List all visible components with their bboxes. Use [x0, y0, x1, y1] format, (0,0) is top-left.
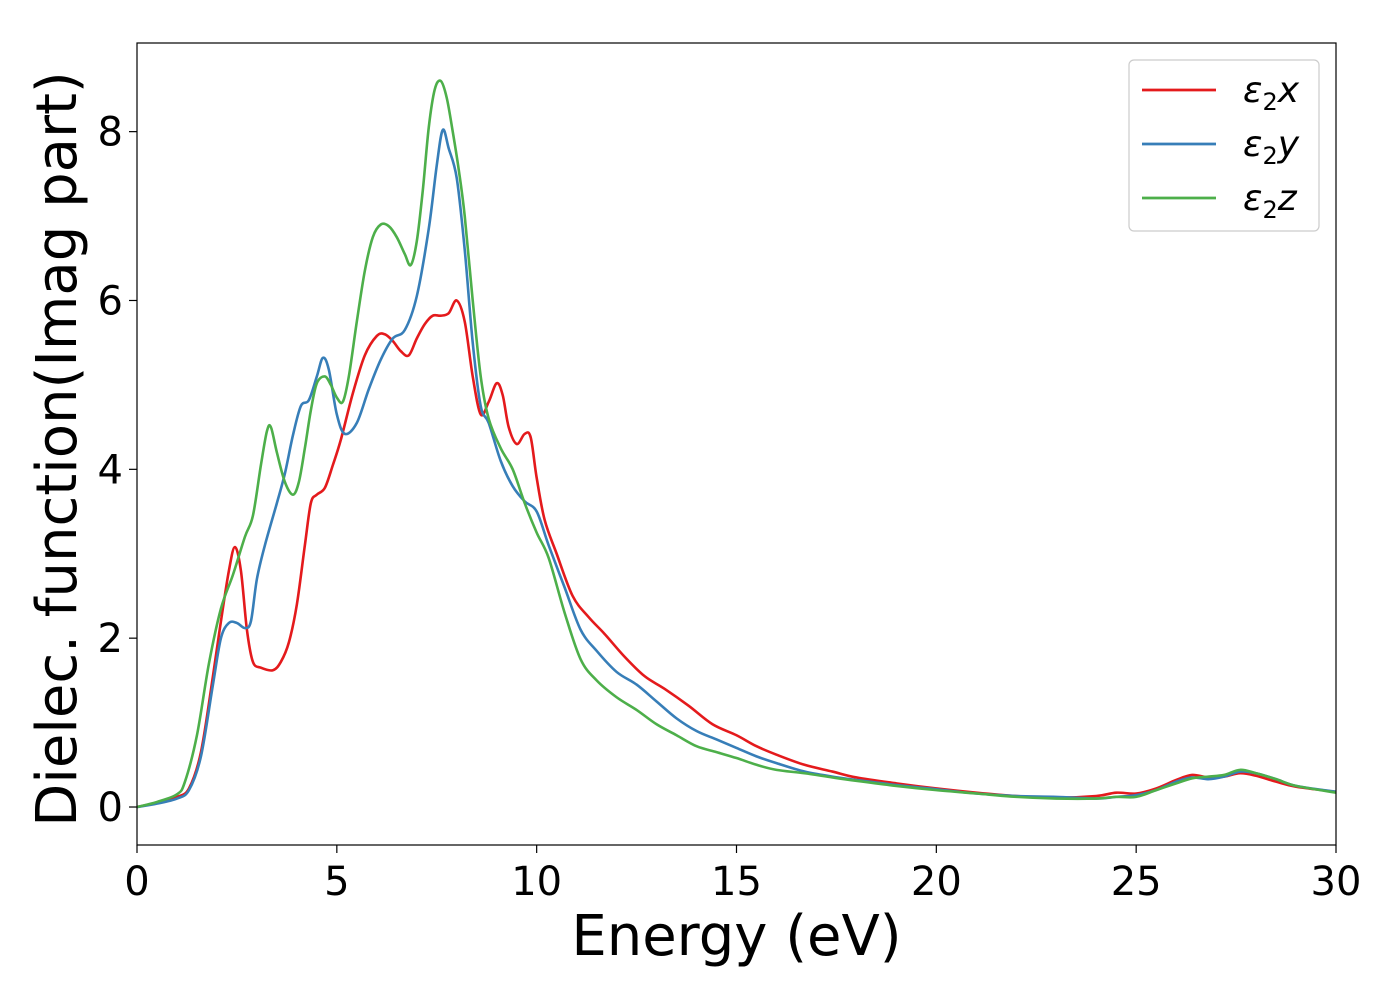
legend-subscript: 2: [1262, 142, 1277, 170]
legend-label-z: ε2z: [1243, 178, 1298, 224]
y-tick-label: 8: [98, 110, 123, 156]
y-tick-label: 0: [98, 785, 123, 831]
x-axis-title: Energy (eV): [571, 904, 901, 969]
x-tick-label: 25: [1111, 859, 1162, 905]
series-line-z: [137, 79, 1336, 809]
legend-symbol: ε: [1243, 70, 1262, 111]
legend-axis-letter: x: [1277, 70, 1300, 111]
ticks-layer: 0 5 10 15 20 25 30 0 2 4 6 8: [98, 110, 1362, 905]
legend-symbol: ε: [1243, 124, 1262, 165]
legend-subscript: 2: [1262, 88, 1277, 116]
legend-symbol: ε: [1243, 178, 1262, 219]
series-layer: [137, 79, 1336, 809]
legend-label-x: ε2x: [1243, 70, 1300, 116]
legend-subscript: 2: [1262, 196, 1277, 224]
legend-box: [1128, 59, 1320, 232]
y-axis-title: Dielec. function(Imag part): [25, 71, 90, 827]
x-tick-label: 10: [511, 859, 562, 905]
y-tick-label: 2: [98, 616, 123, 662]
y-tick-label: 6: [98, 278, 123, 324]
x-tick-label: 20: [911, 859, 962, 905]
x-tick-label: 0: [124, 859, 149, 905]
x-tick-label: 15: [711, 859, 762, 905]
x-tick-label: 5: [324, 859, 349, 905]
legend-axis-letter: z: [1277, 178, 1298, 219]
x-tick-label: 30: [1311, 859, 1362, 905]
legend-axis-letter: y: [1277, 124, 1300, 165]
y-tick-label: 4: [98, 447, 123, 493]
legend-label-y: ε2y: [1243, 124, 1300, 170]
